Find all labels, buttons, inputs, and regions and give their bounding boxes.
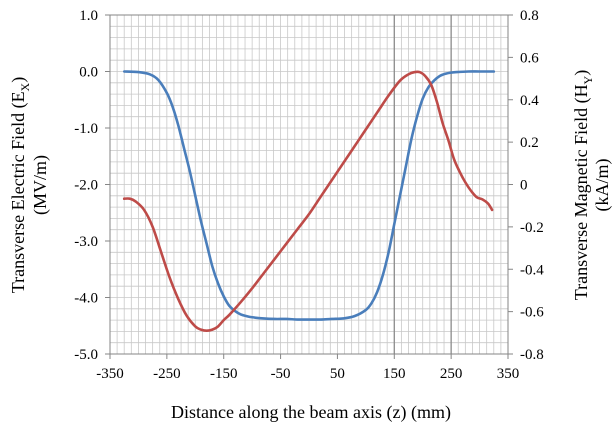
y-left-tick-label: -3.0 [74, 234, 98, 250]
y-right-tick-label: 0.4 [520, 93, 539, 109]
y-right-title-suffix: ) [571, 70, 592, 76]
y-right-title-sub: Y [581, 75, 595, 84]
y-right-tick-label: -0.4 [520, 262, 544, 278]
x-axis-title: Distance along the beam axis (z) (mm) [171, 402, 451, 423]
y-right-title-prefix: Transverse Magnetic Field (H [571, 84, 592, 300]
y-right-axis-units: (kA/m) [592, 159, 613, 212]
y-right-tick-label: -0.2 [520, 220, 544, 236]
y-left-tick-label: 1.0 [79, 8, 98, 24]
x-tick-label: -50 [271, 366, 291, 382]
x-tick-label: 350 [497, 366, 520, 382]
axes [105, 14, 513, 359]
y-left-tick-label: -4.0 [74, 291, 98, 307]
y-right-tick-label: 0.6 [520, 50, 539, 66]
series-lines [122, 70, 496, 332]
y-right-tick-label: -0.6 [520, 305, 544, 321]
x-tick-label: 150 [383, 366, 406, 382]
x-tick-label: -350 [96, 366, 124, 382]
y-left-title-suffix: ) [8, 77, 29, 83]
y-right-tick-label: 0.8 [520, 8, 539, 24]
y-left-tick-label: -1.0 [74, 121, 98, 137]
series-line-hy [122, 70, 494, 332]
y-left-tick-label: 0.0 [79, 65, 98, 81]
y-left-title-sub: X [18, 82, 32, 91]
y-left-title-prefix: Transverse Electric Field (E [8, 91, 29, 293]
y-left-tick-label: -2.0 [74, 178, 98, 194]
y-right-tick-label: -0.8 [520, 347, 544, 363]
x-tick-label: -150 [210, 366, 238, 382]
y-left-axis-title: Transverse Electric Field (EX) [8, 77, 32, 293]
x-tick-label: 50 [330, 366, 345, 382]
x-tick-label: -250 [153, 366, 181, 382]
series-line-ex [122, 70, 496, 321]
y-right-tick-label: 0.2 [520, 135, 539, 151]
tick-labels: -350 -250 -150 -50 50 150 250 350 1.0 0.0 -1.0 -2.0… [74, 8, 544, 382]
y-right-axis-title: Transverse Magnetic Field (HY) [571, 70, 595, 300]
x-tick-label: 250 [440, 366, 463, 382]
y-right-tick-label: 0 [520, 178, 528, 194]
y-left-axis-units: (MV/m) [30, 155, 51, 215]
y-left-tick-label: -5.0 [74, 347, 98, 363]
